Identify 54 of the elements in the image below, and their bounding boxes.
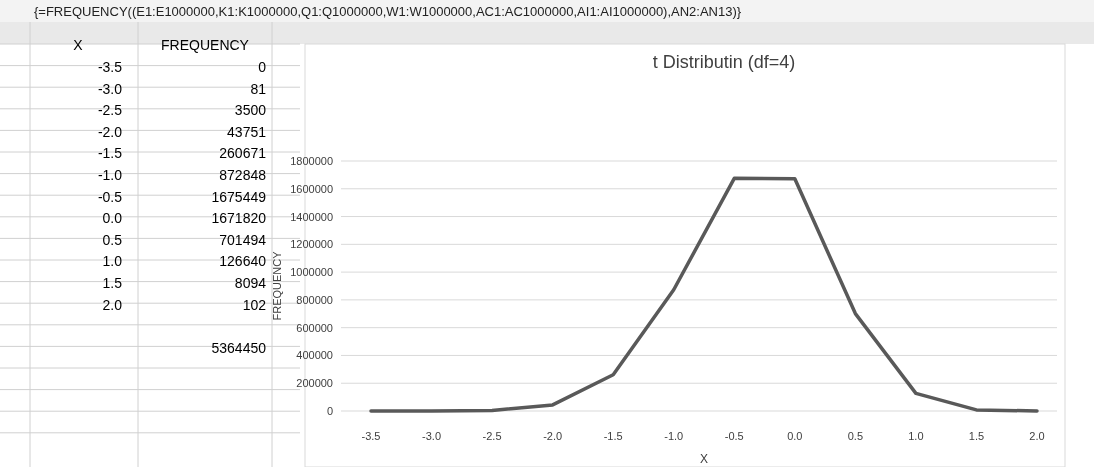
text: 701494	[219, 231, 267, 248]
y-tick-label: 1400000	[290, 210, 333, 223]
category-label: 1.5	[102, 275, 122, 291]
y-tick-label: 1200000	[290, 238, 333, 251]
text: 1675449	[211, 188, 267, 205]
text: FREQUENCY	[161, 37, 249, 54]
category-label: -3.5	[97, 59, 122, 75]
text: 872848	[219, 167, 267, 183]
text: {=FREQUENCY((E1:E1000000,K1:K1000000,Q1:Q1000000,W1:W1000000,AC1:AC1000000,AI1:AI1000000),AN2:AN13)}	[34, 4, 742, 19]
text: 126640	[219, 253, 267, 270]
x-tick-label: -2.5	[482, 430, 502, 442]
category-label: -0.5	[97, 188, 122, 205]
line-series	[369, 176, 1039, 413]
text: 43751	[227, 123, 267, 140]
y-tick-label: 1600000	[290, 182, 333, 195]
y-tick-label: 1800000	[290, 155, 333, 167]
y-tick-label: 200000	[296, 377, 333, 390]
text: 102	[242, 296, 267, 313]
y-axis-title: FREQUENCY	[271, 250, 283, 321]
text: 5364450	[211, 339, 267, 356]
category-label: 0.0	[102, 210, 122, 227]
x-tick-label: -3.0	[422, 430, 442, 442]
category-label: -3.0	[97, 80, 122, 97]
y-tick-label: 400000	[296, 349, 333, 362]
text: 81	[250, 80, 267, 97]
category-label: -2.0	[97, 123, 122, 140]
text: 260671	[219, 145, 267, 162]
y-tick-label: 800000	[296, 293, 333, 306]
y-tick-label: 0	[326, 405, 333, 417]
text: 8094	[234, 275, 267, 291]
y-tick-label: 1000000	[290, 266, 333, 279]
text: 1671820	[211, 210, 267, 227]
category-label: -1.5	[97, 145, 122, 162]
x-tick-label: -0.5	[724, 430, 744, 442]
x-axis-title: X	[699, 452, 709, 466]
category-label: -2.5	[97, 102, 122, 119]
x-tick-label: 1.0	[908, 430, 924, 442]
x-tick-label: 1.5	[968, 430, 985, 442]
text: X	[73, 37, 83, 54]
x-tick-label: 0.5	[847, 430, 864, 442]
category-label: 1.0	[102, 253, 122, 270]
x-tick-label: -3.5	[361, 430, 381, 442]
category-label: 2.0	[102, 296, 122, 313]
x-tick-label: 0.0	[787, 430, 803, 442]
x-tick-label: -1.5	[603, 430, 623, 442]
chart-title: t Distributin (df=4)	[652, 52, 796, 72]
category-label: -1.0	[97, 167, 122, 183]
x-tick-label: -2.0	[543, 430, 563, 442]
category-label: 0.5	[102, 231, 122, 248]
text: 0	[258, 59, 267, 75]
text: 3500	[234, 102, 267, 119]
x-tick-label: 2.0	[1029, 430, 1045, 442]
y-tick-label: 600000	[296, 321, 333, 334]
x-tick-label: -1.0	[664, 430, 684, 442]
